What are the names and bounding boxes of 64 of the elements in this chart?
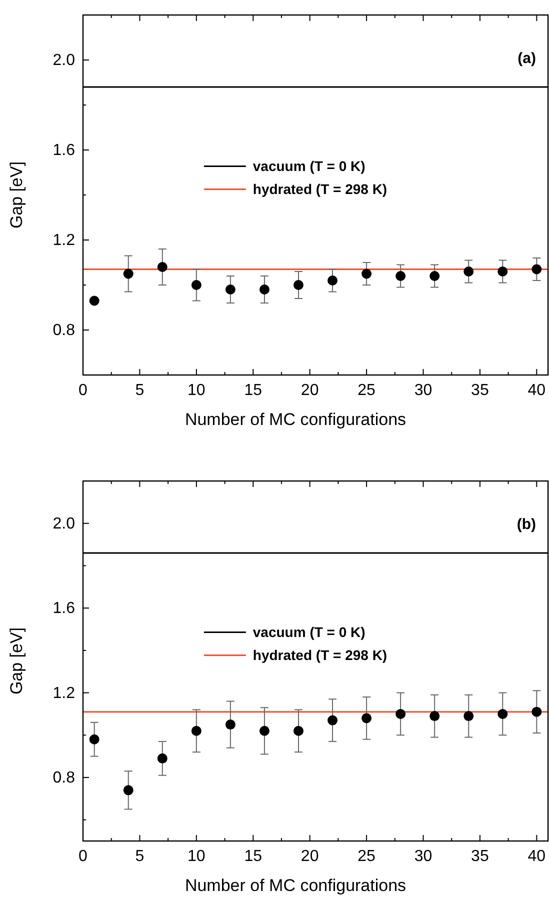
point	[225, 720, 236, 730]
legend-label: hydrated (T = 298 K)	[252, 647, 388, 664]
point	[89, 734, 100, 744]
x-tick-label: 15	[244, 382, 262, 399]
point	[293, 726, 304, 736]
x-tick-label: 10	[188, 382, 206, 399]
legend-label: vacuum (T = 0 K)	[252, 624, 366, 640]
x-tick-label: 0	[78, 848, 88, 865]
y-tick-label: 1.6	[52, 142, 76, 159]
x-tick-label: 5	[135, 848, 144, 865]
y-tick-label: 2.0	[52, 515, 76, 532]
x-tick-label: 30	[414, 382, 432, 399]
point	[362, 713, 372, 724]
legend-label: hydrated (T = 298 K)	[252, 181, 388, 198]
point	[328, 276, 338, 286]
point	[225, 284, 236, 294]
y-axis-title: Gap [eV]	[7, 161, 26, 229]
point	[532, 264, 542, 274]
point	[532, 706, 542, 717]
point	[362, 268, 372, 279]
point	[498, 708, 508, 719]
point	[191, 280, 202, 290]
x-tick-label: 35	[471, 848, 489, 865]
legend-label: vacuum (T = 0 K)	[252, 158, 366, 174]
x-tick-label: 15	[244, 848, 262, 865]
annotation: (b)	[516, 516, 536, 533]
point	[259, 726, 270, 736]
x-tick-label: 35	[471, 382, 489, 399]
y-axis-title: Gap [eV]	[7, 627, 26, 695]
annotation: (a)	[518, 50, 536, 67]
y-tick-label: 1.6	[52, 600, 76, 618]
point	[396, 271, 406, 281]
y-tick-label: 0.8	[52, 322, 76, 339]
x-tick-label: 30	[414, 848, 432, 865]
x-axis-title: Number of MC configurations	[184, 410, 406, 429]
x-tick-label: 40	[528, 848, 546, 865]
point	[259, 284, 270, 294]
point	[123, 785, 134, 796]
y-tick-label: 1.2	[52, 684, 76, 702]
point	[430, 711, 440, 722]
point	[328, 715, 338, 726]
x-tick-label: 5	[135, 382, 144, 399]
point	[293, 280, 304, 290]
x-tick-label: 20	[300, 848, 319, 865]
x-tick-label: 0	[78, 382, 88, 399]
x-axis-title: Number of MC configurations	[184, 876, 406, 895]
x-tick-label: 25	[358, 848, 376, 865]
point	[157, 262, 168, 272]
y-tick-label: 2.0	[52, 52, 76, 69]
point	[498, 266, 508, 276]
point	[191, 726, 202, 736]
x-tick-label: 25	[358, 382, 376, 399]
point	[464, 266, 474, 276]
point	[464, 711, 474, 722]
y-tick-label: 1.2	[52, 232, 76, 249]
x-tick-label: 40	[528, 382, 546, 399]
point	[396, 708, 406, 719]
x-tick-label: 20	[300, 382, 319, 399]
point	[89, 296, 100, 306]
point	[123, 268, 134, 279]
point	[430, 271, 440, 281]
y-tick-label: 0.8	[52, 769, 76, 786]
x-tick-label: 10	[188, 848, 206, 865]
point	[157, 753, 168, 764]
